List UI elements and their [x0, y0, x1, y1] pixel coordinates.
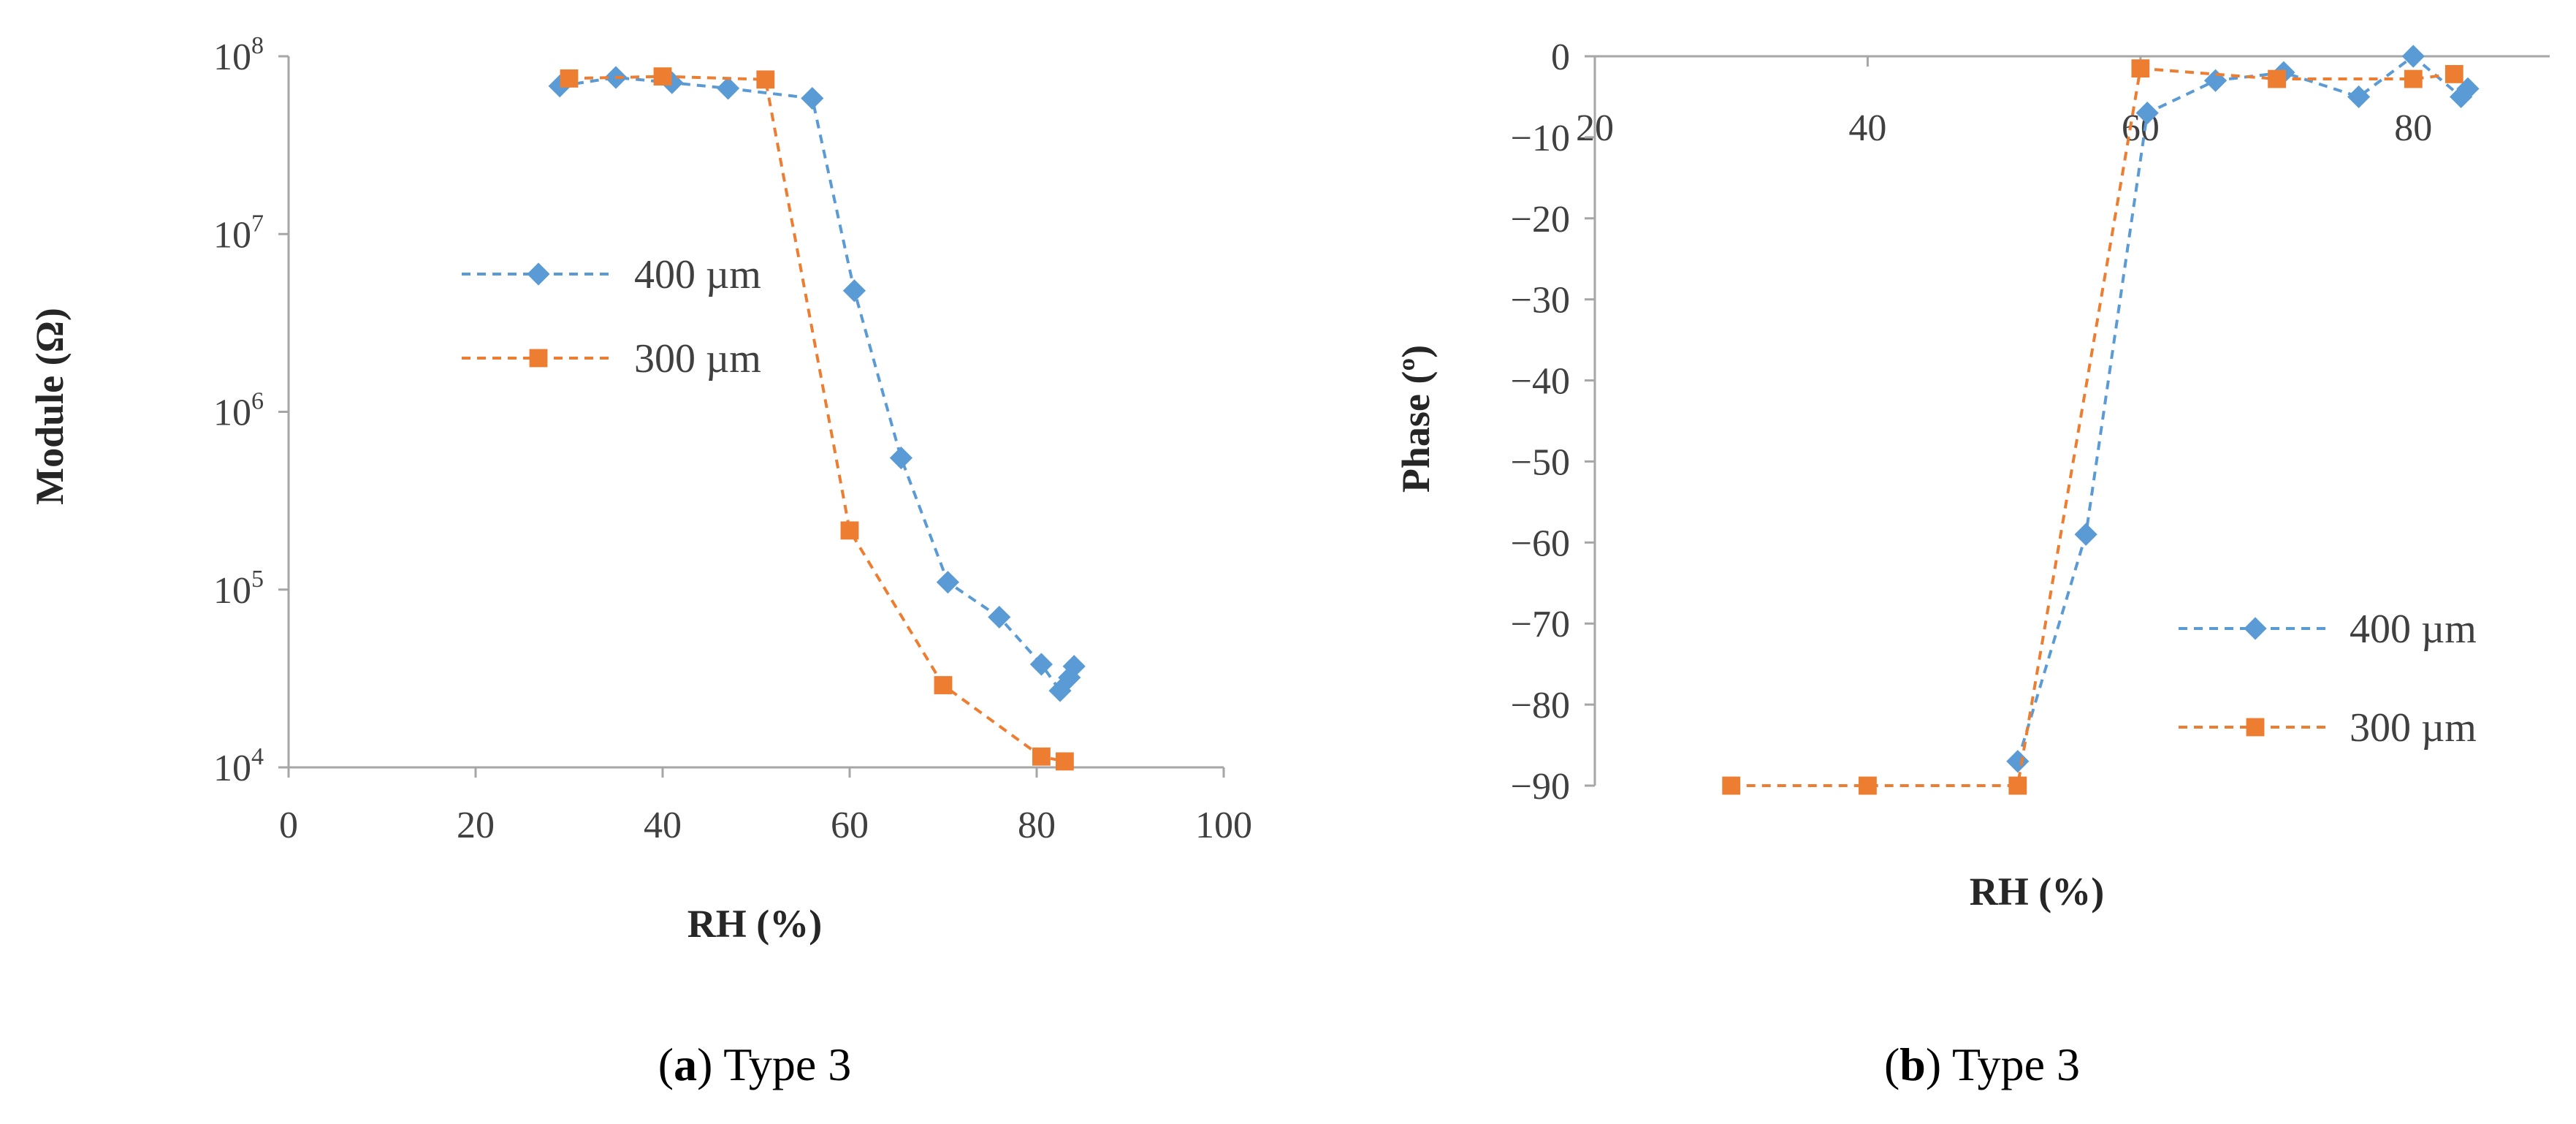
panel-a-series-line-1 [559, 75, 1076, 694]
panel-a-data-point-s2 [1032, 747, 1051, 766]
panel-a-data-point-s1 [988, 605, 1011, 629]
panel-b-y-axis-title: Phase (º) [1394, 345, 1438, 493]
panel-b-y-tick-label: −10 [1511, 118, 1570, 159]
panel-b-data-point-s2 [1722, 776, 1741, 795]
panel-a-module-chart: 0 20 40 60 80 100 104 105 106 107 108 400 µm 300 µm… [28, 32, 1252, 1090]
panel-a-caption-letter: a [674, 1038, 697, 1090]
panel-b-data-point-s2 [2008, 776, 2027, 795]
panel-b-data-point-s2 [1859, 776, 1877, 795]
panel-b-series-line-1 [2016, 54, 2469, 762]
panel-a-x-tick-label: 80 [1018, 805, 1056, 846]
panel-a-data-point-s2 [653, 67, 672, 86]
panel-a-x-tick-label: 60 [831, 805, 869, 846]
panel-a-x-axis-title: RH (%) [687, 902, 822, 946]
panel-a-legend-marker-2 [529, 349, 548, 368]
panel-b-data-point-s2 [2444, 64, 2463, 83]
panel-a-data-point-s1 [717, 77, 740, 100]
panel-a-data-point-s1 [801, 86, 824, 110]
panel-b-legend-label-1: 400 µm [2350, 607, 2477, 652]
panel-a-y-tick-label: 108 [213, 32, 264, 78]
panel-a-y-tick-label: 105 [213, 566, 264, 612]
panel-b-data-point-s2 [2404, 69, 2423, 88]
panel-a-caption-text: ) Type 3 [697, 1038, 851, 1090]
panel-a-x-tick-label: 0 [279, 805, 298, 846]
panel-b-x-tick-label: 20 [1576, 107, 1614, 149]
panel-a-x-tick-label: 40 [644, 805, 682, 846]
panel-b-y-tick-label: −30 [1511, 280, 1570, 322]
panel-b-caption-text: ) Type 3 [1926, 1038, 2080, 1090]
panel-b-x-tick-label: 80 [2394, 107, 2432, 149]
panel-b-data-point-s1 [2401, 45, 2425, 68]
panel-a-y-tick-label: 104 [213, 743, 264, 789]
panel-b-x-axis-title: RH (%) [1970, 870, 2104, 914]
panel-a-data-point-s2 [840, 521, 859, 540]
panel-a-data-point-s1 [936, 571, 959, 594]
panel-b-caption-letter: b [1899, 1038, 1926, 1090]
panel-a-data-point-s2 [934, 676, 953, 694]
panel-b-caption: (b) Type 3 [1884, 1038, 2080, 1090]
panel-a-y-tick-label: 106 [213, 388, 264, 434]
panel-b-data-point-s1 [2347, 85, 2371, 109]
panel-a-data-point-s2 [560, 69, 579, 88]
panel-a-data-point-s1 [1029, 653, 1053, 676]
panel-a-data-point-s2 [756, 70, 775, 89]
panel-b-legend-label-2: 300 µm [2350, 705, 2477, 751]
panel-a-y-axis-title: Module (Ω) [28, 308, 72, 505]
panel-b-y-tick-label: −80 [1511, 685, 1570, 726]
panel-a-series-line-2 [568, 75, 1065, 763]
panel-b-data-point-s2 [2268, 69, 2286, 88]
panel-b-y-tick-label: −90 [1511, 766, 1570, 808]
panel-b-legend-marker-2 [2246, 718, 2265, 737]
panel-a-caption: (a) Type 3 [658, 1038, 852, 1090]
panel-b-legend-marker-1 [2244, 617, 2267, 640]
panel-a-data-point-s1 [1048, 679, 1072, 702]
panel-a-x-tick-label: 100 [1195, 805, 1252, 846]
panel-a-legend-label-2: 300 µm [634, 336, 761, 381]
panel-b-y-tick-label: 0 [1551, 37, 1570, 78]
panel-b-y-tick-label: −60 [1511, 523, 1570, 564]
panel-a-data-point-s1 [889, 447, 912, 470]
panel-b-data-point-s1 [2135, 102, 2159, 125]
panel-a-legend-label-1: 400 µm [634, 252, 761, 297]
panel-b-data-point-s1 [2006, 750, 2030, 773]
panel-a-data-point-s1 [842, 279, 866, 303]
panel-a-legend-marker-1 [527, 262, 550, 286]
panel-a-data-point-s2 [1056, 752, 1074, 771]
panel-b-data-point-s1 [2074, 523, 2097, 546]
panel-b-series-line-2 [1731, 67, 2455, 787]
panel-b-y-tick-label: −20 [1511, 199, 1570, 240]
panel-a-x-tick-label: 20 [457, 805, 495, 846]
panel-a-data-point-s1 [1062, 655, 1086, 678]
panel-b-y-tick-label: −50 [1511, 441, 1570, 483]
panel-b-x-tick-label: 40 [1848, 107, 1886, 149]
panel-b-y-tick-label: −70 [1511, 604, 1570, 645]
panel-b-data-point-s2 [2131, 59, 2150, 78]
panel-a-y-tick-label: 107 [213, 210, 264, 256]
panel-b-phase-chart: 20 40 60 800−10−20−30−40−50−60−70−80−90 400… [1394, 37, 2550, 1090]
panel-b-y-tick-label: −40 [1511, 361, 1570, 403]
